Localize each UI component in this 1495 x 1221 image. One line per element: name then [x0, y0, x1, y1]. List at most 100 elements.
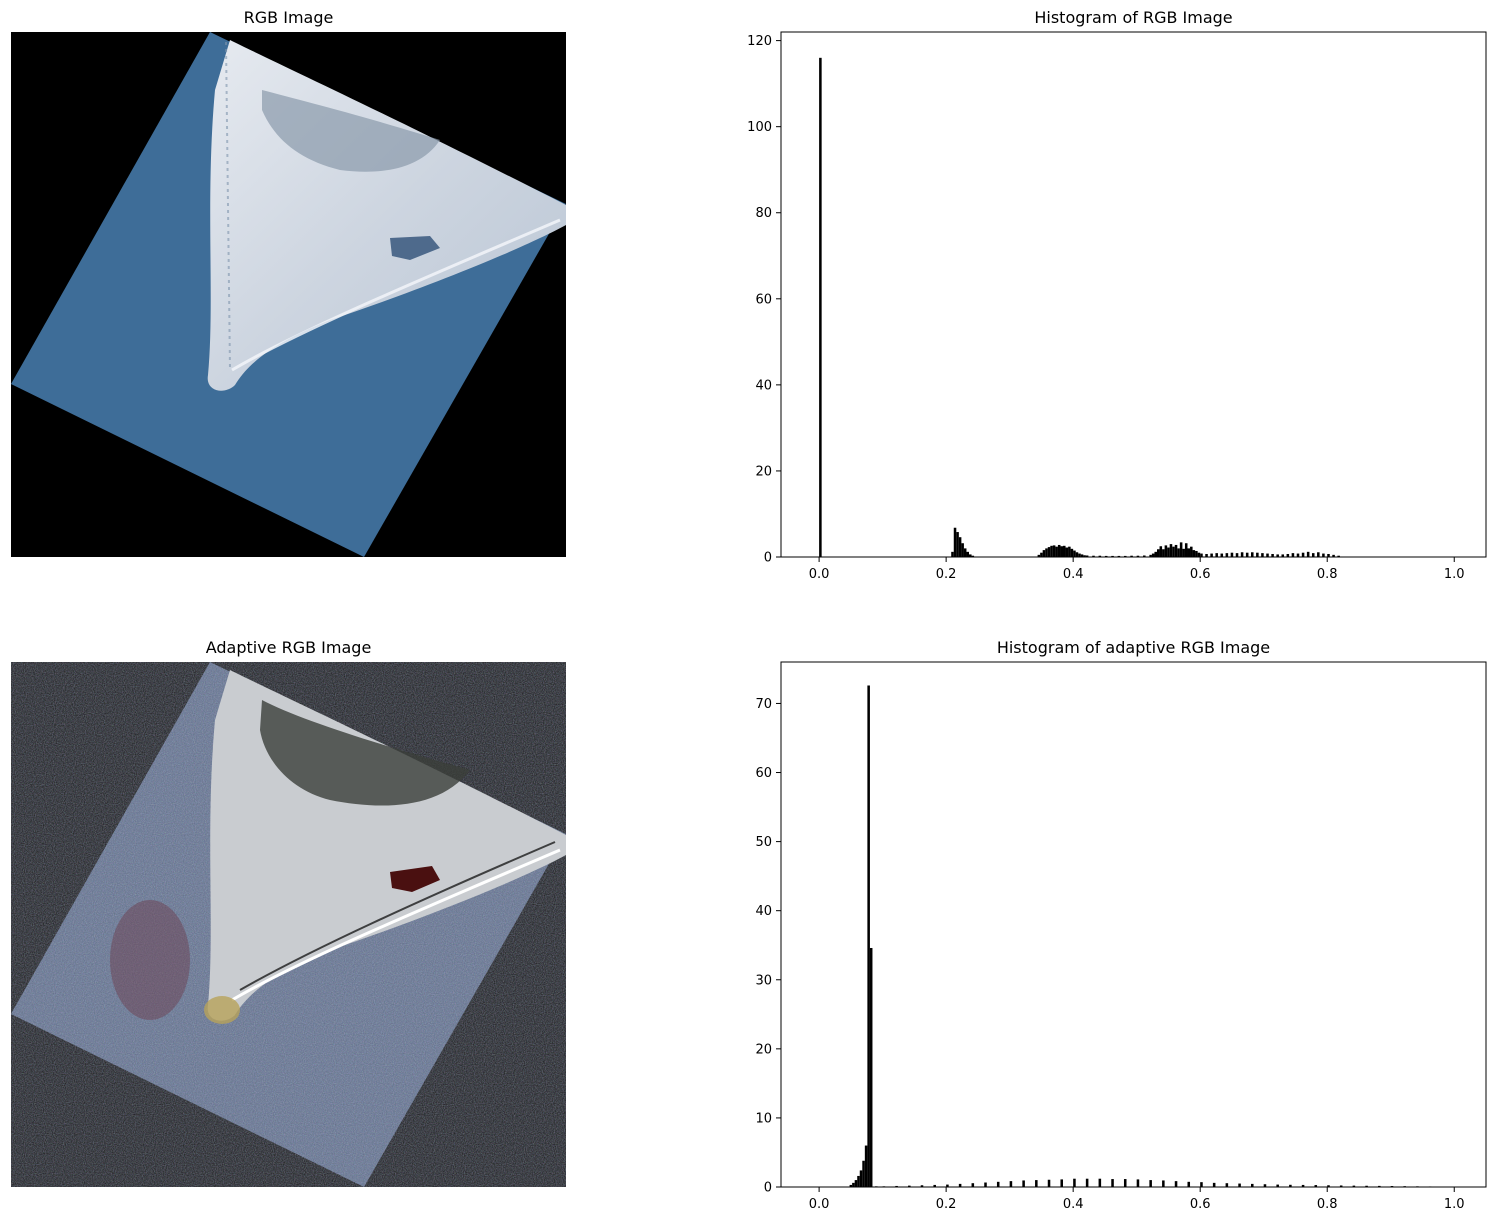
y-tick-label: 30	[755, 973, 772, 988]
histogram-bar	[1157, 549, 1160, 557]
histogram-bar	[1256, 552, 1259, 557]
histogram-bar	[1040, 552, 1043, 557]
histogram-bar	[1065, 547, 1069, 557]
vegetation-patch	[262, 90, 440, 172]
axes-frame	[780, 661, 1487, 1188]
histogram-bar	[1192, 550, 1196, 557]
histogram-bar	[1098, 1178, 1102, 1187]
histogram-bar	[1073, 1178, 1076, 1187]
histogram-bar	[1337, 555, 1340, 557]
histogram-bar	[1151, 553, 1155, 557]
histogram-bar	[951, 551, 954, 557]
y-tick-label: 10	[755, 1111, 772, 1126]
histogram-bar	[1276, 1184, 1279, 1187]
histogram-bar	[1311, 553, 1315, 557]
histogram-bar	[1130, 555, 1133, 557]
x-tick-label: 0.4	[1063, 1197, 1084, 1212]
histogram-bar	[1281, 554, 1285, 557]
histogram-bar	[1022, 1180, 1025, 1187]
histogram-bar	[1167, 547, 1170, 557]
histogram-bar	[1225, 1183, 1229, 1187]
adaptive-shoreline-shadow	[239, 841, 556, 991]
histogram-bar	[1245, 552, 1249, 557]
y-tick-label: 100	[747, 120, 772, 135]
histogram-bar	[1045, 548, 1048, 557]
histogram-bar	[1111, 1179, 1114, 1187]
histogram-bar	[1339, 1185, 1343, 1187]
histogram-bar	[1210, 553, 1213, 557]
adaptive-shoreline	[231, 848, 561, 1002]
histogram-bar	[1009, 1181, 1013, 1187]
axes-frame	[780, 31, 1487, 558]
histogram-bar	[1301, 1184, 1305, 1187]
y-tick-label: 20	[755, 1042, 772, 1057]
histogram-bar	[1075, 552, 1079, 557]
histogram-bar	[1187, 548, 1191, 557]
y-tick-label: 40	[755, 378, 772, 393]
histogram-bar	[958, 537, 962, 557]
rgb-histogram-title: Histogram of RGB Image	[1034, 8, 1233, 27]
histogram-bar	[1174, 1181, 1178, 1187]
histogram-bar	[963, 548, 967, 557]
histogram-bar	[1235, 553, 1239, 557]
histogram-bar	[1047, 1179, 1051, 1187]
histogram-bar	[971, 1183, 975, 1187]
histogram-bar	[1085, 1178, 1089, 1187]
histogram-bar	[1215, 553, 1218, 557]
x-tick-label: 0.2	[936, 1197, 957, 1212]
histogram-bar	[1123, 555, 1127, 557]
y-tick-label: 80	[755, 206, 772, 221]
x-tick-label: 0.8	[1317, 567, 1338, 582]
histogram-bar	[996, 1181, 1000, 1187]
histogram-bar	[1047, 547, 1051, 557]
histogram-bar	[1317, 552, 1320, 557]
x-tick-label: 1.0	[1444, 567, 1465, 582]
histogram-bar	[1200, 553, 1203, 557]
histogram-bar	[1184, 543, 1188, 557]
x-tick-label: 0.6	[1190, 567, 1211, 582]
histogram-bar	[1083, 555, 1086, 557]
histogram-bar	[1080, 554, 1084, 557]
histogram-bar	[1205, 553, 1208, 557]
adaptive-histogram-title: Histogram of adaptive RGB Image	[996, 638, 1271, 657]
histogram-bar	[966, 551, 969, 557]
histogram-bar	[933, 1184, 936, 1187]
histogram-bar	[1378, 1185, 1381, 1187]
adaptive-satellite-image	[11, 662, 566, 1187]
histogram-bar	[1154, 551, 1157, 557]
histogram-bar	[1085, 555, 1089, 557]
histogram-bar	[1073, 550, 1076, 557]
y-tick-label: 120	[747, 34, 772, 49]
histogram-bar	[1068, 546, 1071, 557]
histogram-bar	[1149, 1180, 1152, 1187]
histogram-bar	[1117, 555, 1121, 557]
histogram-bar	[1286, 553, 1290, 557]
histogram-bar	[1327, 1185, 1330, 1187]
histogram-bar	[1251, 552, 1254, 557]
histogram-bar	[1070, 548, 1074, 557]
y-tick-label: 0	[764, 551, 772, 566]
histogram-bar	[1177, 548, 1180, 557]
histogram-bar	[1149, 554, 1152, 557]
x-tick-label: 0.4	[1063, 567, 1084, 582]
histogram-bar	[1136, 1179, 1140, 1187]
histogram-bar	[1162, 549, 1165, 557]
histogram-bar	[1035, 1180, 1038, 1187]
y-tick-label: 50	[755, 835, 772, 850]
histogram-bar	[920, 1185, 924, 1187]
y-tick-label: 20	[755, 464, 772, 479]
histogram-bar	[1352, 1185, 1356, 1187]
y-tick-label: 70	[755, 697, 772, 712]
histogram-bar	[1240, 552, 1244, 557]
histogram-bar	[1212, 1182, 1216, 1187]
histogram-bar	[1332, 554, 1335, 557]
histogram-bar	[867, 685, 870, 1187]
histogram-bar	[1169, 544, 1173, 557]
histogram-bar	[971, 555, 975, 557]
adaptive-spit-tip	[204, 996, 240, 1024]
histogram-bar	[1301, 552, 1305, 557]
histogram-bar	[1225, 553, 1229, 557]
y-tick-label: 0	[764, 1181, 772, 1196]
adaptive-pond	[390, 866, 440, 892]
